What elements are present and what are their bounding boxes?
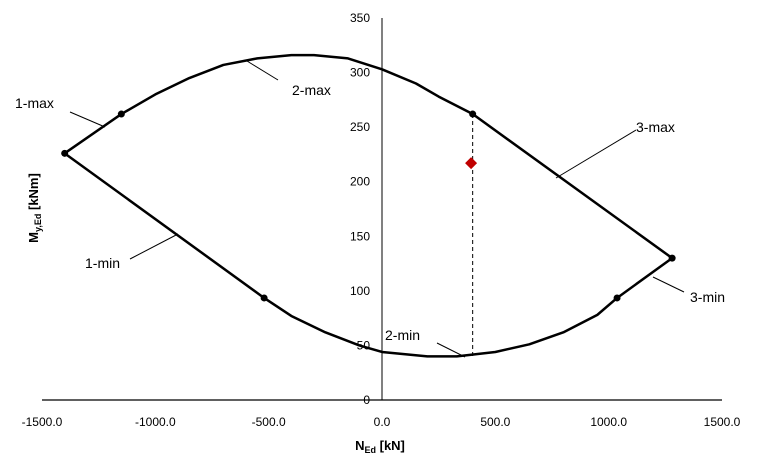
data-point xyxy=(469,110,477,118)
annotation-label: 3-max xyxy=(636,119,675,135)
leader-line xyxy=(436,342,466,358)
data-point xyxy=(613,294,621,302)
annotation-label: 2-max xyxy=(292,82,331,98)
x-tick-label: 1500.0 xyxy=(704,415,741,429)
lower-curve xyxy=(63,152,673,358)
x-tick-label: -1500.0 xyxy=(22,415,63,429)
y-tick-label: 100 xyxy=(350,284,370,298)
annotation-label: 1-min xyxy=(85,255,120,271)
data-point xyxy=(260,294,268,302)
x-tick-label: 500.0 xyxy=(480,415,510,429)
upper-curve xyxy=(63,53,673,260)
curves xyxy=(63,53,673,358)
y-tick-label: 350 xyxy=(350,11,370,25)
points xyxy=(61,110,676,302)
x-tick-label: 0.0 xyxy=(374,415,391,429)
y-tick-label: 200 xyxy=(350,175,370,189)
x-tick-label: -500.0 xyxy=(252,415,286,429)
data-point xyxy=(61,149,69,157)
y-tick-label: 150 xyxy=(350,229,370,243)
leader-line xyxy=(69,111,106,128)
x-axis-label: NEd [kN] xyxy=(355,438,405,455)
leader-line xyxy=(652,276,685,293)
y-axis-label: My,Ed [kNm] xyxy=(26,173,43,243)
y-tick-label: 0 xyxy=(363,393,370,407)
tick-labels: -1500.0 -1000.0 -500.0 0.0 500.0 1000.0 1500.0… xyxy=(22,11,741,429)
leader-line xyxy=(246,60,279,81)
leader-line xyxy=(129,233,179,260)
annotation-label: 2-min xyxy=(385,327,420,343)
data-point xyxy=(117,110,125,118)
annotations: 1-max 2-max 3-max 1-min 2-min 3-min xyxy=(15,60,725,358)
leader-line xyxy=(555,129,637,179)
annotation-label: 1-max xyxy=(15,95,54,111)
y-tick-label: 300 xyxy=(350,66,370,80)
axes xyxy=(42,18,722,401)
data-point xyxy=(668,254,676,262)
design-point-diamond xyxy=(465,157,478,170)
x-tick-label: 1000.0 xyxy=(590,415,627,429)
annotation-label: 3-min xyxy=(690,289,725,305)
x-tick-label: -1000.0 xyxy=(135,415,176,429)
y-tick-label: 250 xyxy=(350,120,370,134)
